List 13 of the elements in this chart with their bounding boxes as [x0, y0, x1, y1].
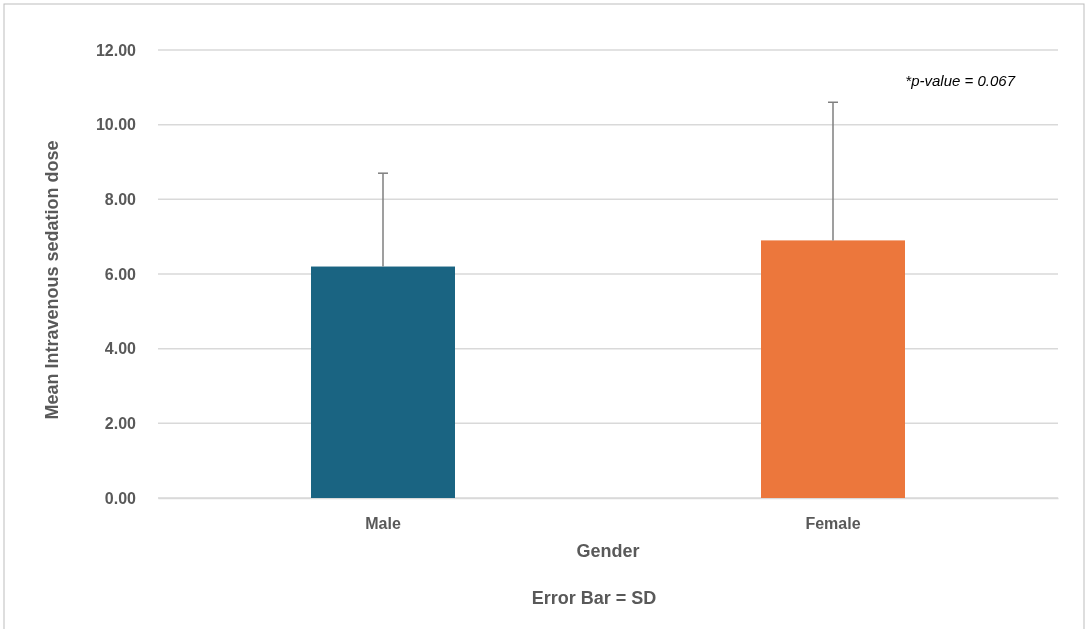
y-tick-label: 4.00 [104, 340, 137, 358]
y-tick-label: 10.00 [95, 116, 137, 134]
y-tick-label: 2.00 [104, 414, 137, 432]
annotation: *p-value = 0.067 [905, 72, 1016, 89]
y-axis-title: Mean Intravenous sedation dose [42, 140, 62, 420]
x-axis-title: Gender [576, 541, 640, 561]
y-tick-label: 0.00 [104, 489, 137, 507]
x-tick-label: Female [805, 515, 861, 533]
x-tick-label: Male [365, 515, 401, 533]
y-tick-label: 12.00 [95, 41, 137, 59]
y-tick-label: 6.00 [104, 265, 137, 283]
text: Error Bar = SD [531, 588, 657, 608]
y-tick-label: 8.00 [104, 190, 137, 208]
